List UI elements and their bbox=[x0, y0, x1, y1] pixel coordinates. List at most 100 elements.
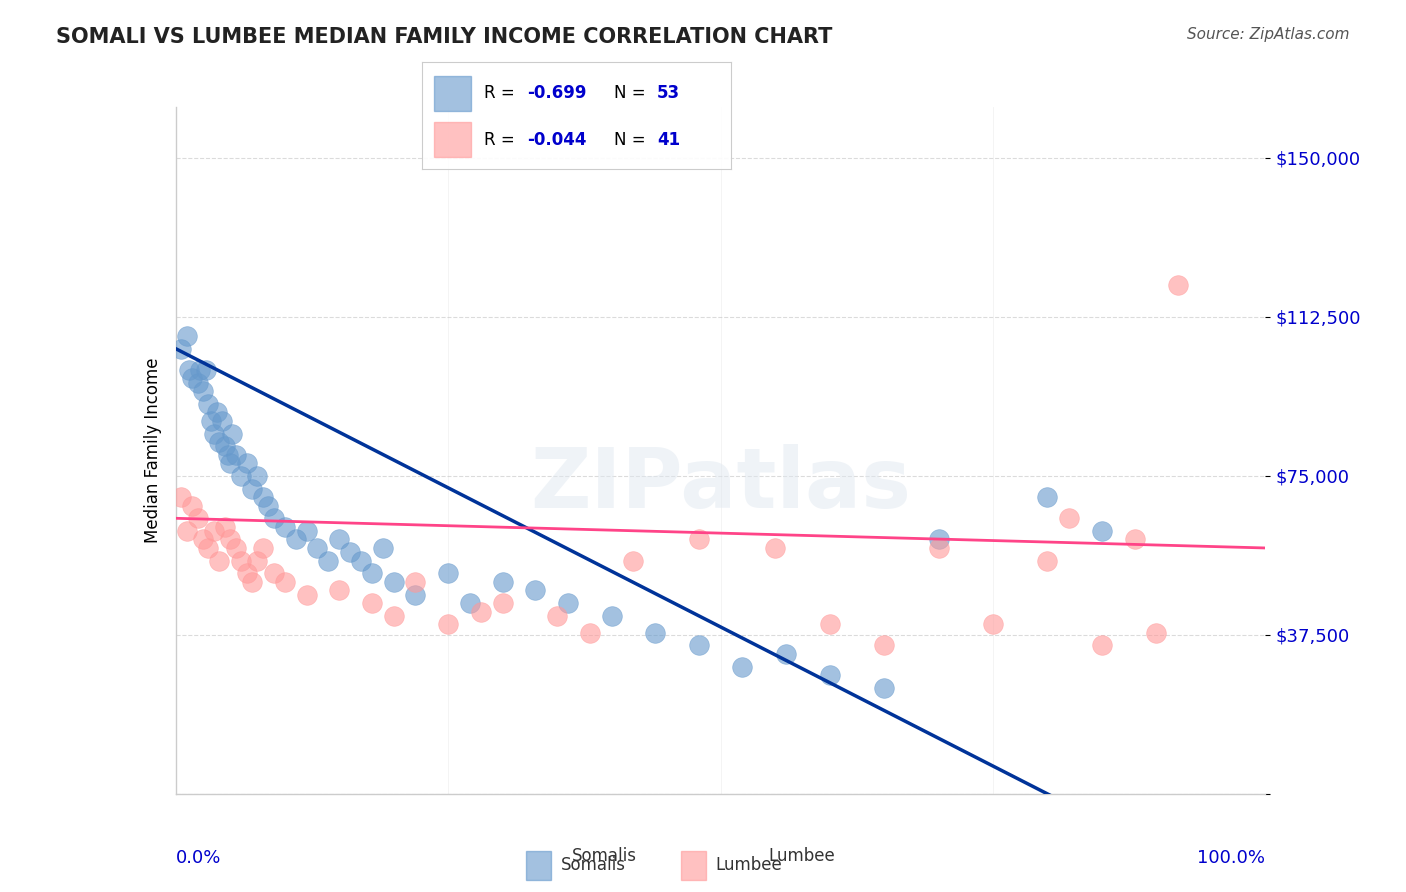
Point bbox=[257, 499, 280, 513]
Point bbox=[177, 363, 200, 377]
Point bbox=[295, 588, 318, 602]
Text: 41: 41 bbox=[657, 130, 681, 148]
FancyBboxPatch shape bbox=[434, 77, 471, 111]
Point bbox=[405, 574, 427, 589]
Point bbox=[186, 511, 209, 525]
Text: 0.0%: 0.0% bbox=[176, 849, 221, 867]
Point bbox=[295, 524, 318, 538]
Text: -0.699: -0.699 bbox=[527, 85, 586, 103]
Point bbox=[492, 596, 515, 610]
Point bbox=[202, 524, 225, 538]
Text: -0.044: -0.044 bbox=[527, 130, 586, 148]
Point bbox=[219, 533, 242, 547]
Point bbox=[1036, 490, 1059, 504]
Point bbox=[1123, 533, 1146, 547]
Point bbox=[775, 647, 797, 661]
Point bbox=[208, 434, 231, 449]
Text: Somalis: Somalis bbox=[572, 847, 637, 865]
Point bbox=[170, 490, 193, 504]
Text: SOMALI VS LUMBEE MEDIAN FAMILY INCOME CORRELATION CHART: SOMALI VS LUMBEE MEDIAN FAMILY INCOME CO… bbox=[56, 27, 832, 46]
Point bbox=[873, 681, 896, 695]
Point bbox=[361, 596, 384, 610]
Point bbox=[219, 456, 242, 470]
Point bbox=[382, 608, 405, 623]
Point bbox=[231, 469, 253, 483]
Point bbox=[225, 448, 247, 462]
Text: N =: N = bbox=[613, 85, 651, 103]
Point bbox=[307, 541, 329, 555]
Point bbox=[1091, 639, 1114, 653]
Point bbox=[176, 329, 198, 343]
Point bbox=[328, 583, 350, 598]
Point bbox=[1059, 511, 1081, 525]
Point bbox=[195, 363, 218, 377]
Point bbox=[382, 574, 405, 589]
Text: Lumbee: Lumbee bbox=[768, 847, 835, 865]
Text: Somalis: Somalis bbox=[561, 856, 626, 874]
Text: 53: 53 bbox=[657, 85, 681, 103]
Point bbox=[873, 639, 896, 653]
Point bbox=[688, 533, 710, 547]
Text: ZIPatlas: ZIPatlas bbox=[530, 444, 911, 525]
Point bbox=[274, 520, 297, 534]
Point bbox=[981, 617, 1004, 632]
Point bbox=[197, 397, 219, 411]
Point bbox=[252, 541, 274, 555]
Point bbox=[176, 524, 198, 538]
Point bbox=[339, 545, 361, 559]
Point bbox=[240, 574, 263, 589]
Point bbox=[246, 554, 269, 568]
Point bbox=[235, 566, 257, 581]
Point bbox=[211, 414, 233, 428]
Point bbox=[524, 583, 547, 598]
Point bbox=[405, 588, 427, 602]
Point bbox=[688, 639, 710, 653]
FancyBboxPatch shape bbox=[681, 851, 706, 880]
Point bbox=[818, 617, 841, 632]
Y-axis label: Median Family Income: Median Family Income bbox=[143, 358, 162, 543]
Point bbox=[263, 511, 285, 525]
Point bbox=[928, 541, 950, 555]
Point bbox=[557, 596, 579, 610]
Point bbox=[731, 659, 754, 673]
Text: 100.0%: 100.0% bbox=[1198, 849, 1265, 867]
Point bbox=[818, 668, 841, 682]
Point bbox=[214, 439, 236, 453]
Point bbox=[231, 554, 253, 568]
Point bbox=[208, 554, 231, 568]
Point bbox=[600, 608, 623, 623]
Point bbox=[188, 363, 211, 377]
Point bbox=[437, 566, 460, 581]
Point bbox=[371, 541, 394, 555]
Point bbox=[437, 617, 460, 632]
Point bbox=[202, 426, 225, 441]
Point bbox=[470, 605, 492, 619]
FancyBboxPatch shape bbox=[434, 122, 471, 157]
Point bbox=[263, 566, 285, 581]
Point bbox=[644, 625, 666, 640]
Point bbox=[546, 608, 568, 623]
Point bbox=[170, 342, 193, 356]
Point bbox=[350, 554, 373, 568]
Point bbox=[1167, 278, 1189, 293]
Point bbox=[284, 533, 307, 547]
Point bbox=[197, 541, 219, 555]
Point bbox=[1036, 554, 1059, 568]
Text: Source: ZipAtlas.com: Source: ZipAtlas.com bbox=[1187, 27, 1350, 42]
Point bbox=[200, 414, 222, 428]
Point bbox=[181, 371, 204, 385]
Point bbox=[621, 554, 644, 568]
Point bbox=[252, 490, 274, 504]
FancyBboxPatch shape bbox=[526, 851, 551, 880]
Point bbox=[318, 554, 340, 568]
Point bbox=[579, 625, 602, 640]
Point bbox=[191, 533, 214, 547]
Point bbox=[235, 456, 257, 470]
Point bbox=[1146, 625, 1168, 640]
Point bbox=[763, 541, 786, 555]
Point bbox=[214, 520, 236, 534]
Text: N =: N = bbox=[613, 130, 651, 148]
Point bbox=[246, 469, 269, 483]
Point bbox=[274, 574, 297, 589]
Text: R =: R = bbox=[484, 130, 520, 148]
